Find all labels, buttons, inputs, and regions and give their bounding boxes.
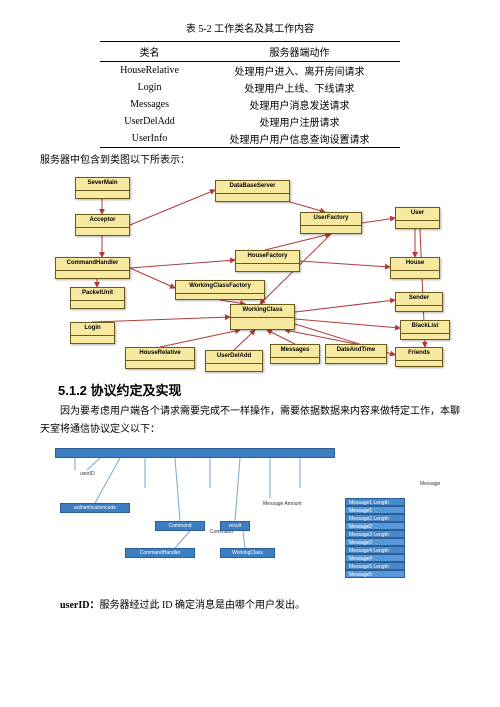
protocol-node: WorkingClass <box>220 548 275 558</box>
cell: 处理用户用户信息查询设置请求 <box>199 130 400 148</box>
message-row: Message5 Length <box>345 562 405 570</box>
cell: 处理用户上线、下线请求 <box>199 79 400 96</box>
paragraph-1: 因为要考虑用户端各个请求需要完成不一样操作，需要依据数据来内容来做特定工作，本聊… <box>40 403 460 439</box>
cell: 处理用户消息发送请求 <box>199 96 400 113</box>
col-header-action: 服务器端动作 <box>199 42 400 62</box>
cell: 处理用户进入、离开房间请求 <box>199 62 400 80</box>
message-row: Message4 <box>345 554 405 562</box>
message-row: Message1 <box>345 506 405 514</box>
para2-label: userID： <box>60 600 99 611</box>
protocol-node: authenticationcode <box>60 503 130 513</box>
protocol-label: Message Amount <box>263 501 302 507</box>
class-box-userfactory: UserFactory <box>300 212 362 234</box>
protocol-top-bar <box>55 448 335 458</box>
table-caption: 表 5-2 工作类名及其工作内容 <box>40 20 460 35</box>
class-box-login: Login <box>70 322 115 344</box>
cell: 处理用户注册请求 <box>199 113 400 130</box>
message-row: Message5 <box>345 570 405 578</box>
class-box-friends: Friends <box>395 347 443 367</box>
col-header-name: 类名 <box>100 42 199 62</box>
cell: UserInfo <box>100 130 199 148</box>
class-box-userdeladd: UserDelAdd <box>205 350 263 372</box>
protocol-node: Command <box>155 521 205 531</box>
class-box-commandhandler: CommandHandler <box>55 257 130 279</box>
class-box-workingclassfactory: WorkingClassFactory <box>175 280 265 300</box>
paragraph-2: userID：服务器经过此 ID 确定消息是由哪个用户发出。 <box>40 597 460 615</box>
cell: Messages <box>100 96 199 113</box>
message-row: Message3 Length <box>345 530 405 538</box>
class-box-house: House <box>390 257 440 279</box>
class-box-acceptor: Acceptor <box>75 214 130 236</box>
class-box-severmain: SeverMain <box>75 177 130 199</box>
class-diagram: SeverMain Acceptor CommandHandler PacketUni… <box>45 172 455 372</box>
class-box-user: User <box>395 207 440 229</box>
work-class-table: 类名 服务器端动作 HouseRelative处理用户进入、离开房间请求 Log… <box>100 41 400 148</box>
message-row: Message3 <box>345 538 405 546</box>
intro-text: 服务器中包含到类图以下所表示： <box>40 152 460 170</box>
class-box-packetunit: PacketUnit <box>70 287 125 309</box>
class-box-blacklist: BlackList <box>400 320 450 340</box>
class-box-houserelative: HouseRelative <box>125 347 195 369</box>
message-row: Message2 Length <box>345 514 405 522</box>
class-box-sender: Sender <box>395 292 443 312</box>
class-box-housefactory: HouseFactory <box>235 250 300 272</box>
class-box-dateandtime: DateAndTime <box>325 344 387 364</box>
message-row: Message4 Length <box>345 546 405 554</box>
class-box-workingclass: WorkingClass <box>230 304 295 330</box>
protocol-node: CommandHandler <box>125 548 195 558</box>
cell: HouseRelative <box>100 62 199 80</box>
protocol-node: result <box>220 521 250 531</box>
protocol-label: userID <box>80 471 95 477</box>
cell: Login <box>100 79 199 96</box>
cell: UserDelAdd <box>100 113 199 130</box>
protocol-diagram: userID Command Message Amount Message authen… <box>45 443 455 593</box>
class-box-messages: Messages <box>270 344 320 364</box>
message-row: Message1 Length <box>345 498 405 506</box>
para2-rest: 服务器经过此 ID 确定消息是由哪个用户发出。 <box>99 600 305 611</box>
section-heading: 5.1.2 协议约定及实现 <box>58 380 460 399</box>
class-box-databaseserver: DataBaseServer <box>215 180 290 202</box>
protocol-label: Message <box>420 481 440 487</box>
message-row: Message2 <box>345 522 405 530</box>
